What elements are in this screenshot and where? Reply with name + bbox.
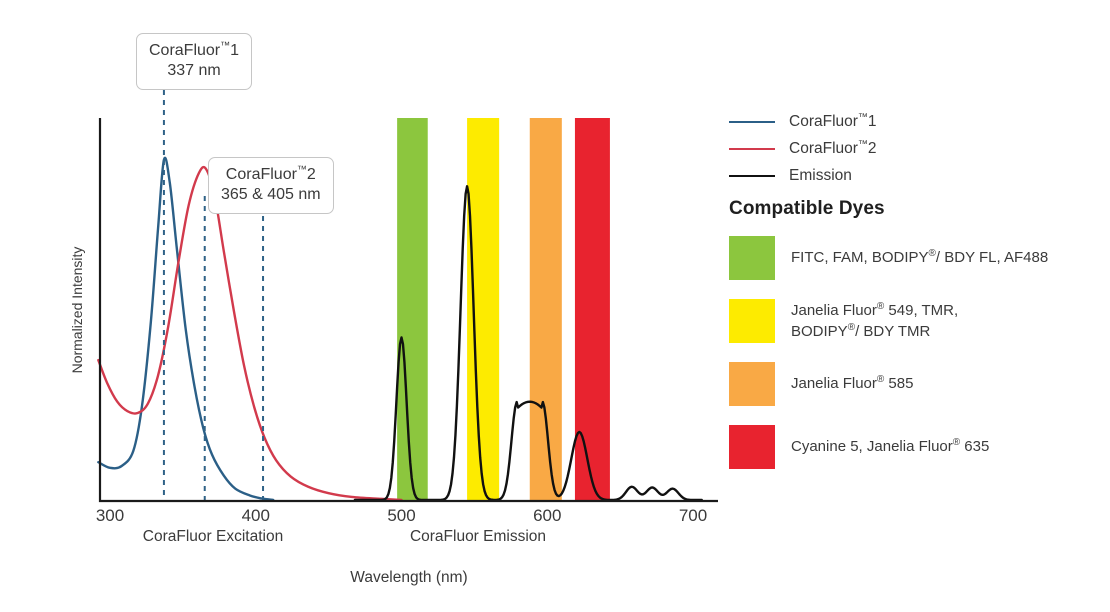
series-legend: CoraFluor™1 CoraFluor™2 Emission [729, 108, 1099, 189]
callout-line1: CoraFluor™2 [225, 165, 316, 184]
x-tick-label: 500 [387, 506, 415, 525]
dye-item-yellow: Janelia Fluor® 549, TMR, BODIPY®/ BDY TM… [729, 299, 1104, 343]
x-tick-label: 300 [96, 506, 124, 525]
green-band [397, 118, 428, 500]
orange-band [529, 118, 562, 500]
legend-label: CoraFluor™2 [789, 138, 877, 158]
callout-line2: 365 & 405 nm [221, 186, 321, 204]
axes [98, 118, 718, 503]
y-axis-title: Normalized Intensity [69, 247, 85, 374]
x-tick-label: 600 [533, 506, 561, 525]
dye-label: FITC, FAM, BODIPY®/ BDY FL, AF488 [791, 248, 1049, 267]
trademark-icon: ™ [857, 111, 868, 123]
trademark-icon: ™ [857, 138, 868, 150]
legend-line-icon-emission [729, 174, 775, 177]
dye-item-orange: Janelia Fluor® 585 [729, 362, 1104, 406]
compatible-dyes-heading: Compatible Dyes [729, 198, 885, 219]
dye-item-red: Cyanine 5, Janelia Fluor® 635 [729, 425, 1104, 469]
dye-label: Janelia Fluor® 549, TMR, BODIPY®/ BDY TM… [791, 300, 959, 340]
dye-item-green: FITC, FAM, BODIPY®/ BDY FL, AF488 [729, 236, 1104, 280]
curve-corafluor2 [97, 165, 403, 502]
x-axis-title: Wavelength (nm) [350, 569, 467, 586]
registered-icon: ® [876, 374, 885, 386]
callout-corafluor1: CoraFluor™1 337 nm [136, 33, 253, 91]
yellow-band [467, 118, 500, 500]
color-swatch-yellow [729, 299, 775, 343]
red-band [574, 118, 610, 500]
callout-line1: CoraFluor™1 [149, 41, 240, 60]
registered-icon: ® [847, 322, 856, 333]
emission-bands [397, 118, 610, 500]
dye-label: Janelia Fluor® 585 [791, 374, 914, 393]
excitation-marker-lines [162, 90, 265, 500]
callout-line2: 337 nm [167, 62, 221, 80]
registered-icon: ® [876, 300, 885, 312]
trademark-icon: ™ [296, 165, 307, 176]
legend-item: Emission [729, 162, 1099, 189]
x-region-label-excitation: CoraFluor Excitation [143, 528, 283, 545]
compatible-dyes-panel: Compatible Dyes FITC, FAM, BODIPY®/ BDY … [729, 198, 1104, 488]
curve-emission [353, 185, 703, 502]
registered-icon: ® [928, 248, 936, 260]
legend-label: Emission [789, 166, 852, 184]
x-tick-label: 700 [679, 506, 707, 525]
callout-corafluor2: CoraFluor™2 365 & 405 nm [208, 157, 334, 215]
legend-item: CoraFluor™1 [729, 108, 1099, 135]
x-axis-ticks: 300 400 500 600 700 [96, 506, 707, 525]
legend-item: CoraFluor™2 [729, 135, 1099, 162]
legend-label: CoraFluor™1 [789, 111, 877, 131]
trademark-icon: ™ [220, 41, 231, 52]
color-swatch-green [729, 236, 775, 280]
color-swatch-orange [729, 362, 775, 406]
dye-label: Cyanine 5, Janelia Fluor® 635 [791, 437, 990, 456]
x-region-label-emission: CoraFluor Emission [410, 528, 546, 545]
curve-corafluor1 [97, 156, 275, 502]
legend-line-icon-corafluor2 [729, 147, 775, 150]
legend-line-icon-corafluor1 [729, 120, 775, 123]
x-tick-label: 400 [242, 506, 270, 525]
registered-icon: ® [952, 437, 961, 449]
color-swatch-red [729, 425, 775, 469]
